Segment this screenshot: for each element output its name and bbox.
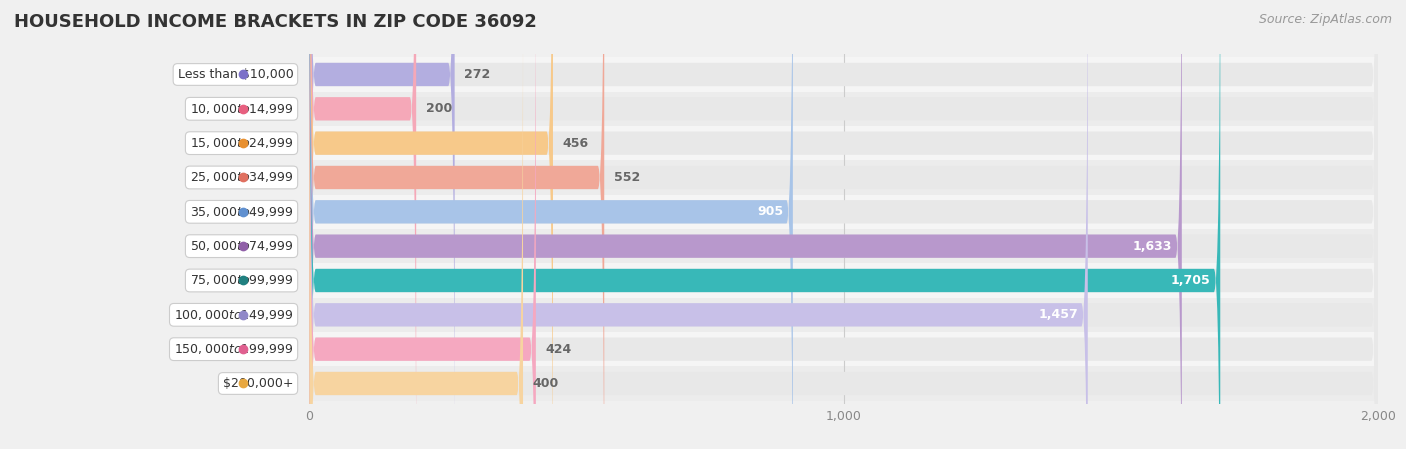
FancyBboxPatch shape (309, 0, 1378, 449)
FancyBboxPatch shape (309, 0, 1378, 449)
FancyBboxPatch shape (309, 0, 536, 449)
FancyBboxPatch shape (309, 0, 1378, 449)
FancyBboxPatch shape (309, 229, 1378, 263)
Text: $15,000 to $24,999: $15,000 to $24,999 (190, 136, 294, 150)
FancyBboxPatch shape (309, 0, 793, 449)
Text: 200: 200 (426, 102, 453, 115)
FancyBboxPatch shape (309, 0, 1378, 449)
FancyBboxPatch shape (309, 0, 1182, 449)
Text: 1,457: 1,457 (1039, 308, 1078, 321)
FancyBboxPatch shape (309, 332, 1378, 366)
Text: 552: 552 (614, 171, 640, 184)
FancyBboxPatch shape (309, 0, 553, 449)
FancyBboxPatch shape (309, 195, 1378, 229)
Text: $75,000 to $99,999: $75,000 to $99,999 (190, 273, 294, 287)
FancyBboxPatch shape (309, 366, 1378, 401)
FancyBboxPatch shape (309, 0, 605, 449)
FancyBboxPatch shape (309, 126, 1378, 160)
Text: 272: 272 (464, 68, 491, 81)
FancyBboxPatch shape (309, 0, 1378, 449)
FancyBboxPatch shape (309, 0, 1378, 449)
Text: $200,000+: $200,000+ (222, 377, 294, 390)
Text: Less than $10,000: Less than $10,000 (177, 68, 294, 81)
FancyBboxPatch shape (309, 57, 1378, 92)
Text: 1,633: 1,633 (1133, 240, 1173, 253)
FancyBboxPatch shape (309, 0, 1378, 449)
FancyBboxPatch shape (309, 263, 1378, 298)
Text: 400: 400 (533, 377, 560, 390)
Text: $10,000 to $14,999: $10,000 to $14,999 (190, 102, 294, 116)
FancyBboxPatch shape (309, 0, 1378, 449)
FancyBboxPatch shape (309, 0, 416, 449)
Text: $150,000 to $199,999: $150,000 to $199,999 (174, 342, 294, 356)
FancyBboxPatch shape (309, 160, 1378, 195)
FancyBboxPatch shape (309, 0, 1378, 449)
Text: 1,705: 1,705 (1171, 274, 1211, 287)
Text: $25,000 to $34,999: $25,000 to $34,999 (190, 171, 294, 185)
FancyBboxPatch shape (309, 0, 1088, 449)
Text: Source: ZipAtlas.com: Source: ZipAtlas.com (1258, 13, 1392, 26)
FancyBboxPatch shape (309, 92, 1378, 126)
Text: 456: 456 (562, 136, 589, 150)
Text: $50,000 to $74,999: $50,000 to $74,999 (190, 239, 294, 253)
Text: 905: 905 (756, 205, 783, 218)
FancyBboxPatch shape (309, 0, 454, 449)
Text: HOUSEHOLD INCOME BRACKETS IN ZIP CODE 36092: HOUSEHOLD INCOME BRACKETS IN ZIP CODE 36… (14, 13, 537, 31)
FancyBboxPatch shape (309, 0, 1220, 449)
FancyBboxPatch shape (309, 0, 1378, 449)
Text: 424: 424 (546, 343, 572, 356)
FancyBboxPatch shape (309, 298, 1378, 332)
Text: $35,000 to $49,999: $35,000 to $49,999 (190, 205, 294, 219)
FancyBboxPatch shape (309, 0, 523, 449)
Text: $100,000 to $149,999: $100,000 to $149,999 (174, 308, 294, 322)
